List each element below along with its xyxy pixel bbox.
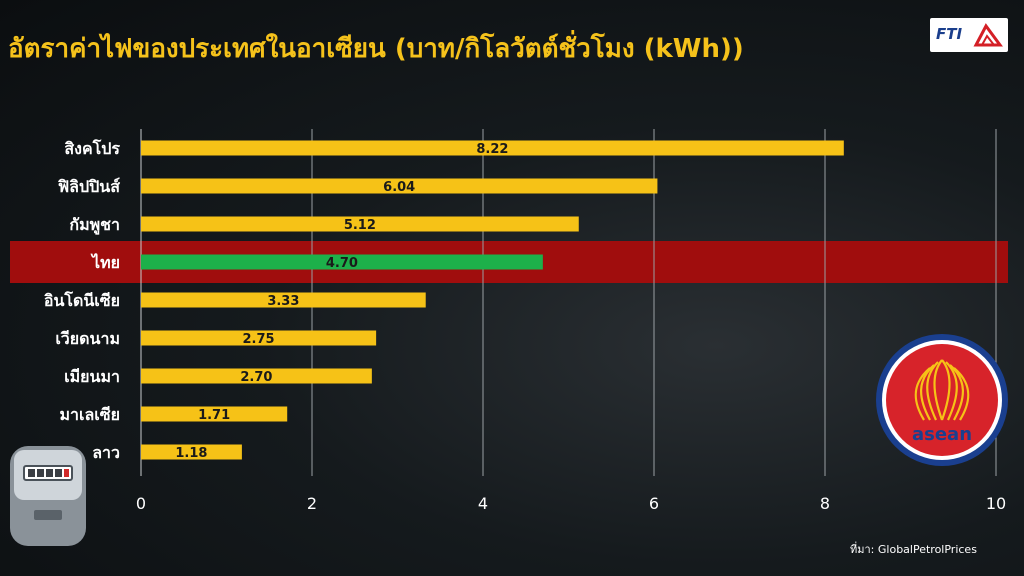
category-label-5: เวียดนาม xyxy=(55,329,120,348)
category-label-0: สิงคโปร xyxy=(64,138,120,158)
source-note: ที่มา: GlobalPetrolPrices xyxy=(850,543,977,556)
x-tick-label-4: 8 xyxy=(820,494,830,513)
fti-logo-mark xyxy=(973,23,1003,47)
x-tick-label-0: 0 xyxy=(136,494,146,513)
data-label-7: 1.71 xyxy=(198,408,230,423)
page-title: อัตราค่าไฟของประเทศในอาเซียน (บาท/กิโลวั… xyxy=(8,34,744,64)
category-label-7: มาเลเซีย xyxy=(59,405,120,424)
x-tick-label-2: 4 xyxy=(478,494,488,513)
data-label-4: 3.33 xyxy=(267,294,299,309)
data-label-8: 1.18 xyxy=(175,446,207,461)
bar-6 xyxy=(141,368,372,384)
electric-meter-icon xyxy=(10,446,86,546)
data-label-1: 6.04 xyxy=(383,180,415,195)
category-label-3: ไทย xyxy=(90,253,120,272)
bar-5 xyxy=(141,330,377,346)
bar-8 xyxy=(141,444,242,460)
x-tick-label-1: 2 xyxy=(307,494,317,513)
category-label-1: ฟิลิปปินส์ xyxy=(57,177,120,196)
bar-3 xyxy=(141,254,543,270)
category-label-8: ลาว xyxy=(92,443,120,462)
data-label-0: 8.22 xyxy=(476,142,508,157)
bar-0 xyxy=(141,140,844,156)
bar-4 xyxy=(141,292,426,308)
data-label-2: 5.12 xyxy=(344,218,376,233)
category-label-4: อินโดนีเซีย xyxy=(43,290,120,310)
bar-7 xyxy=(141,406,288,422)
x-tick-label-5: 10 xyxy=(986,494,1006,513)
asean-emblem-icon: asean xyxy=(876,334,1008,466)
category-label-6: เมียนมา xyxy=(64,367,120,386)
category-label-2: กัมพูชา xyxy=(69,215,120,236)
data-label-3: 4.70 xyxy=(326,256,358,271)
data-label-6: 2.70 xyxy=(240,370,272,385)
data-label-5: 2.75 xyxy=(243,332,275,347)
logo-text: FTI xyxy=(936,25,963,43)
asean-label: asean xyxy=(912,424,972,445)
fti-logo-icon: FTI xyxy=(930,18,1008,52)
bar-2 xyxy=(141,216,579,232)
x-tick-label-3: 6 xyxy=(649,494,659,513)
bar-1 xyxy=(141,178,658,194)
